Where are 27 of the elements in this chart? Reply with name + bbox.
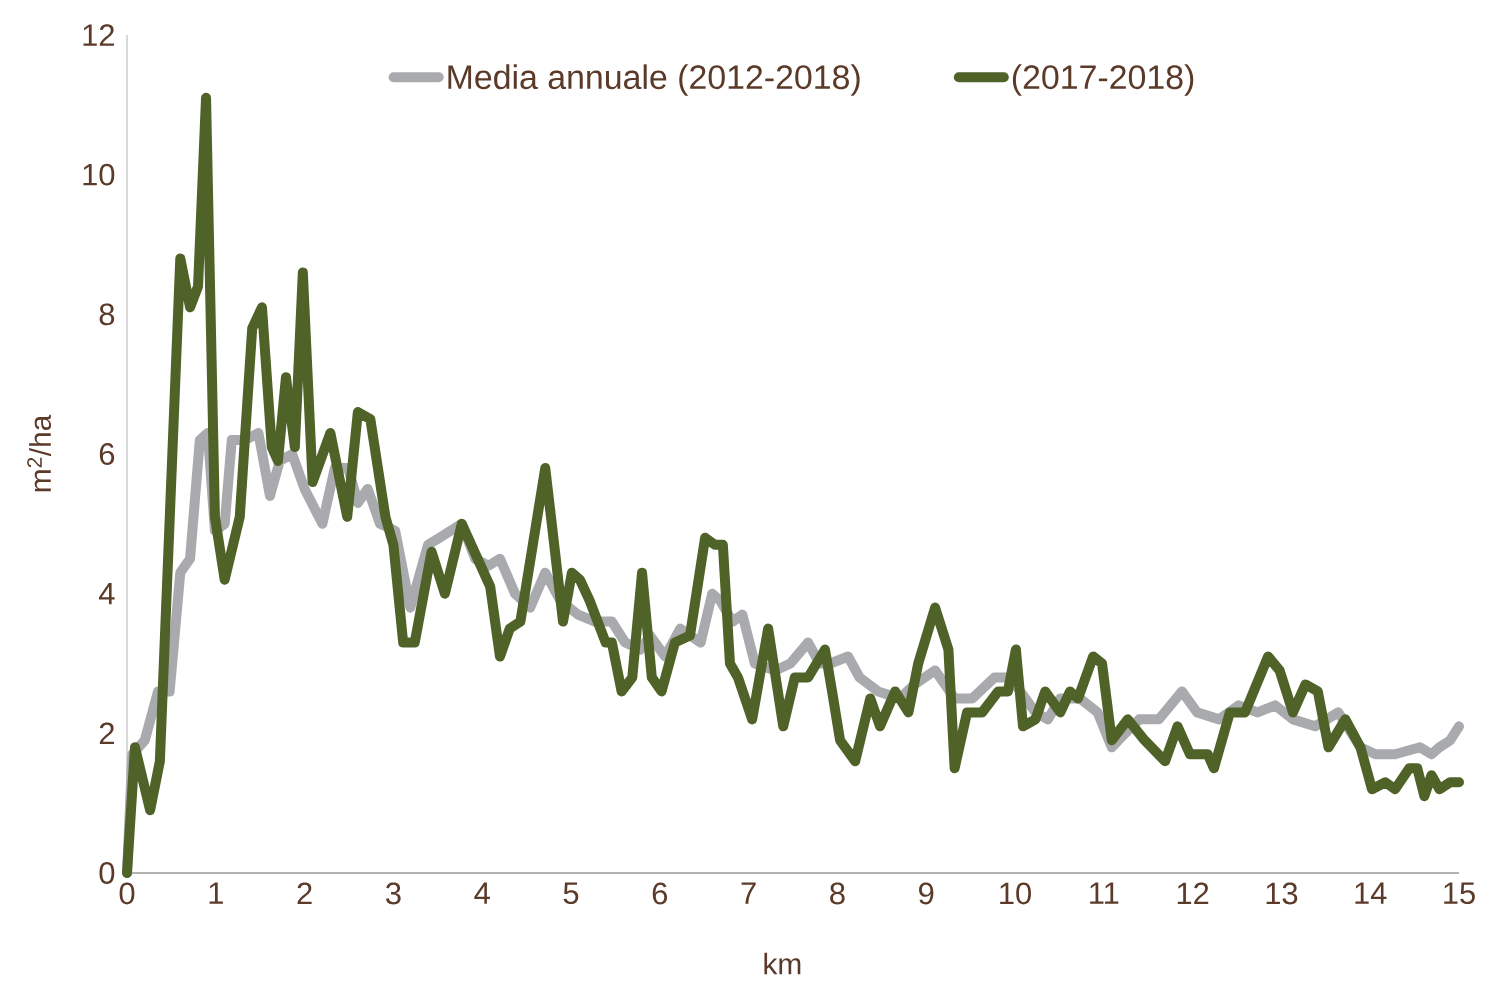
x-tick-label: 9 (919, 882, 934, 905)
y-tick-label: 6 (99, 443, 115, 465)
x-tick-label: 2 (297, 882, 312, 905)
x-tick-label: 11 (1090, 882, 1119, 904)
y-tick-label: 10 (83, 163, 115, 186)
x-tick-label: 4 (474, 882, 490, 904)
x-axis-title: km (764, 952, 801, 975)
x-tick-label: 12 (1177, 882, 1209, 905)
legend-label: (2017-2018) (1012, 64, 1194, 96)
x-tick-label: 1 (209, 882, 223, 904)
x-tick-label: 13 (1266, 882, 1298, 905)
x-tick-label: 15 (1444, 882, 1475, 905)
x-tick-label: 8 (830, 882, 845, 905)
x-tick-label: 7 (741, 882, 756, 904)
y-tick-label: 8 (99, 303, 115, 326)
y-axis-title: m$^{2}$/ha (27, 414, 52, 492)
y-tick-label: 2 (99, 722, 114, 745)
x-tick-label: 0 (119, 882, 135, 905)
y-tick-label: 4 (99, 583, 115, 605)
legend-label: Media annuale (2012-2018) (448, 64, 860, 96)
x-tick-label: 6 (652, 882, 668, 905)
x-tick-label: 5 (563, 882, 579, 905)
x-tick-label: 10 (1000, 882, 1031, 905)
x-tick-label: 14 (1355, 882, 1387, 904)
x-tick-label: 3 (385, 882, 401, 905)
y-tick-label: 0 (99, 862, 115, 884)
y-tick-label: 12 (83, 24, 114, 46)
